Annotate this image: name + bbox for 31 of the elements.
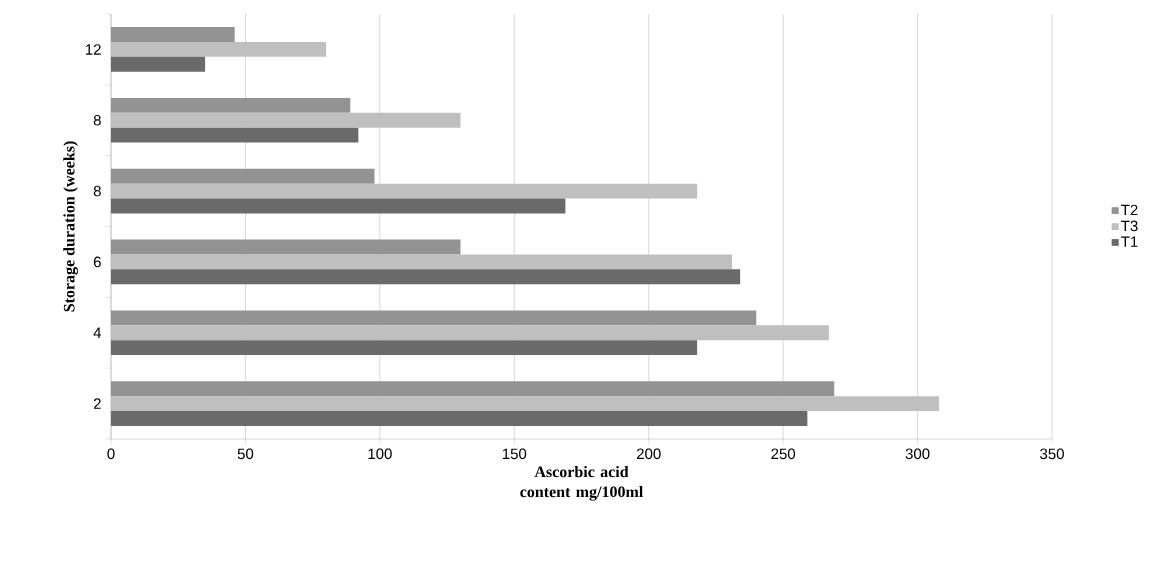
legend-label: T2 [1121, 204, 1138, 216]
y-tick-label: 2 [93, 398, 101, 409]
x-tick-label: 0 [107, 448, 115, 460]
legend-label: T3 [1121, 220, 1138, 232]
bar [111, 254, 733, 270]
x-tick-label: 300 [905, 448, 930, 460]
bar [111, 183, 698, 199]
x-tick-label: 200 [636, 448, 661, 460]
y-tick-label: 4 [93, 327, 102, 338]
y-tick-label: 8 [93, 114, 101, 126]
y-tick-label: 12 [85, 44, 101, 55]
x-tick-label: 50 [237, 448, 254, 460]
bar [111, 411, 808, 426]
x-tick-label: 350 [1040, 448, 1064, 460]
x-tick-label: 250 [771, 448, 796, 460]
y-tick-label: 8 [93, 185, 101, 197]
bar [111, 396, 940, 412]
bar [111, 56, 206, 72]
bar [111, 112, 461, 128]
bar [111, 41, 327, 57]
x-tick-label: 100 [368, 448, 392, 460]
x-axis-title: Ascorbic acid content mg/100ml [520, 465, 643, 501]
bar [111, 198, 566, 214]
bar [111, 127, 359, 143]
bar [111, 325, 829, 341]
y-axis-title: Storage duration (weeks) [63, 141, 78, 312]
x-tick-label: 150 [502, 448, 527, 460]
y-tick-label: 6 [93, 256, 101, 268]
bar [111, 269, 741, 285]
bar [111, 340, 698, 356]
legend-label: T1 [1121, 236, 1138, 247]
